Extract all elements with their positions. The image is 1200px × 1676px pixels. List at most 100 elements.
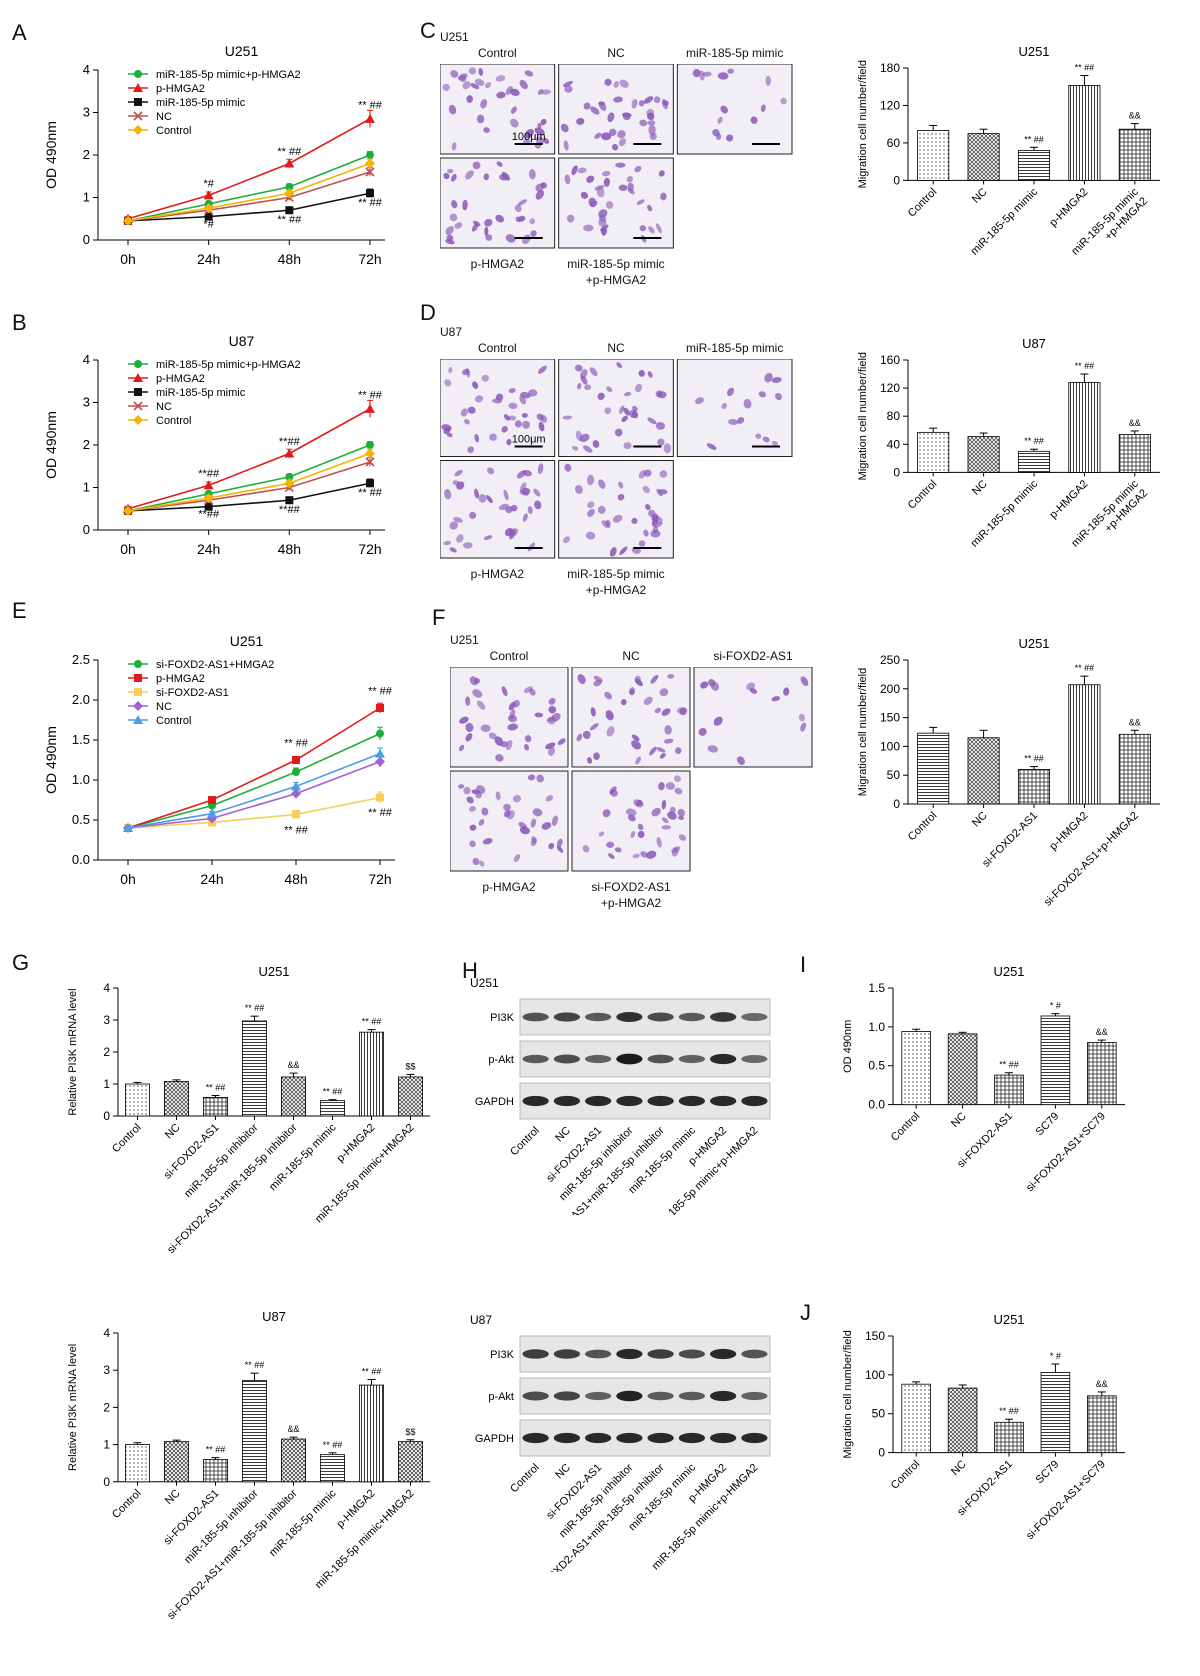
micrograph-label-line: p-HMGA2 (482, 880, 536, 894)
data-point (375, 756, 385, 767)
panel-letter-c: C (420, 18, 436, 43)
stained-cell (633, 799, 644, 808)
blot-row-label: p-Akt (488, 1391, 514, 1403)
stained-cell (743, 398, 752, 409)
stained-cell (465, 696, 471, 706)
stained-cell (659, 753, 666, 759)
bar (1118, 434, 1151, 473)
chart-c-bar: U251 0 60 120 180 Migration cell number/field… (857, 44, 1160, 258)
blot-cell-line: U87 (470, 1313, 492, 1327)
x-tick-label-line: NC (163, 1487, 183, 1507)
chart-j: U251 0 50 100 150 Migration cell number/field… (842, 1312, 1125, 1542)
stained-cell (463, 786, 471, 795)
stained-cell (466, 95, 473, 103)
x-tick-label-line: Control (889, 1110, 923, 1144)
y-tick-label: 50 (872, 1407, 886, 1421)
panel-letter-g: G (12, 950, 30, 975)
blot-band (710, 1432, 737, 1444)
blot-band (553, 1054, 580, 1064)
stained-cell (521, 487, 531, 495)
micrograph-label: Control (477, 341, 517, 355)
x-tick-label-line: p-HMGA2 (1047, 810, 1090, 853)
chart-title: U251 (1018, 44, 1049, 59)
x-tick-label: Control (889, 1110, 923, 1144)
stained-cell (492, 398, 503, 404)
stained-cell (582, 445, 593, 453)
y-axis-label: OD 490nm (43, 411, 59, 479)
significance-label: ** ## (358, 487, 383, 499)
x-tick-label: 24h (200, 871, 223, 887)
stained-cell (592, 440, 600, 448)
stained-cell (548, 697, 556, 705)
y-tick-label: 4 (83, 352, 90, 367)
y-tick-label: 0 (83, 522, 90, 537)
data-point (284, 158, 295, 168)
stained-cell (597, 392, 605, 400)
bar (1040, 1015, 1071, 1105)
chart-e: U251 0.0 0.5 1.0 1.5 2.0 2.5 0h 24h 48h 72h OD 490n… (43, 633, 395, 887)
data-point (365, 167, 375, 177)
y-tick-label: 4 (103, 981, 110, 995)
stained-cell (692, 68, 701, 78)
x-tick-label: miR-185-5p inhibitor (182, 1487, 261, 1566)
stained-cell (541, 89, 552, 95)
series-line (127, 408, 371, 510)
stained-cell (631, 410, 639, 419)
bar (1068, 85, 1101, 181)
stained-cell (564, 174, 571, 185)
data-point (284, 448, 295, 458)
data-point (365, 448, 375, 459)
x-tick-label: p-HMGA2 (1047, 810, 1090, 853)
stained-cell (638, 100, 645, 107)
stained-cell (449, 521, 459, 530)
stained-cell (467, 406, 476, 414)
blot-band (553, 1432, 580, 1444)
stained-cell (604, 691, 612, 700)
stained-cell (580, 375, 588, 385)
blot-band (616, 1012, 643, 1022)
stained-cell (583, 224, 594, 232)
stained-cell (656, 747, 666, 753)
bar (125, 1083, 150, 1117)
data-point (285, 182, 294, 191)
stained-cell (661, 817, 669, 824)
y-tick-label: 1 (83, 480, 90, 495)
stained-cell (495, 214, 504, 223)
chart-title: U87 (229, 333, 255, 349)
micrograph-tiles (450, 667, 813, 872)
significance-label: ** ## (368, 685, 393, 697)
x-tick-label-line: SC79 (1034, 1110, 1062, 1138)
stained-cell (450, 70, 459, 78)
stained-cell (449, 213, 458, 222)
significance-label: ** ## (1075, 361, 1095, 371)
stained-cell (515, 216, 522, 223)
stained-cell (647, 204, 653, 212)
stained-cell (655, 422, 666, 430)
significance-label: $$ (405, 1427, 415, 1437)
stained-cell (674, 787, 683, 795)
stained-cell (583, 102, 591, 110)
panel-letter-j: J (800, 1300, 811, 1325)
series-line (127, 154, 371, 222)
stained-cell (519, 79, 528, 90)
stained-cell (657, 438, 665, 446)
stained-cell (676, 707, 688, 714)
x-tick-label-line: NC (970, 186, 990, 206)
panel-letter-f: F (432, 605, 446, 630)
y-tick-label: 3 (83, 105, 90, 120)
y-tick-label: 4 (83, 62, 90, 77)
stained-cell (601, 227, 607, 236)
stained-cell (456, 534, 464, 543)
scale-bar-label: 100μm (512, 434, 546, 446)
stained-cell (541, 822, 552, 830)
significance-label: && (1096, 1027, 1108, 1037)
blot-band (741, 1095, 768, 1107)
stained-cell (530, 837, 537, 847)
y-tick-label: 250 (880, 653, 900, 667)
stained-cell (516, 470, 527, 479)
stained-cell (648, 124, 656, 136)
micrograph-label-line: miR-185-5p mimic (567, 567, 665, 581)
micrograph-tile (440, 157, 556, 249)
stained-cell (514, 204, 522, 213)
stained-cell (527, 774, 536, 781)
